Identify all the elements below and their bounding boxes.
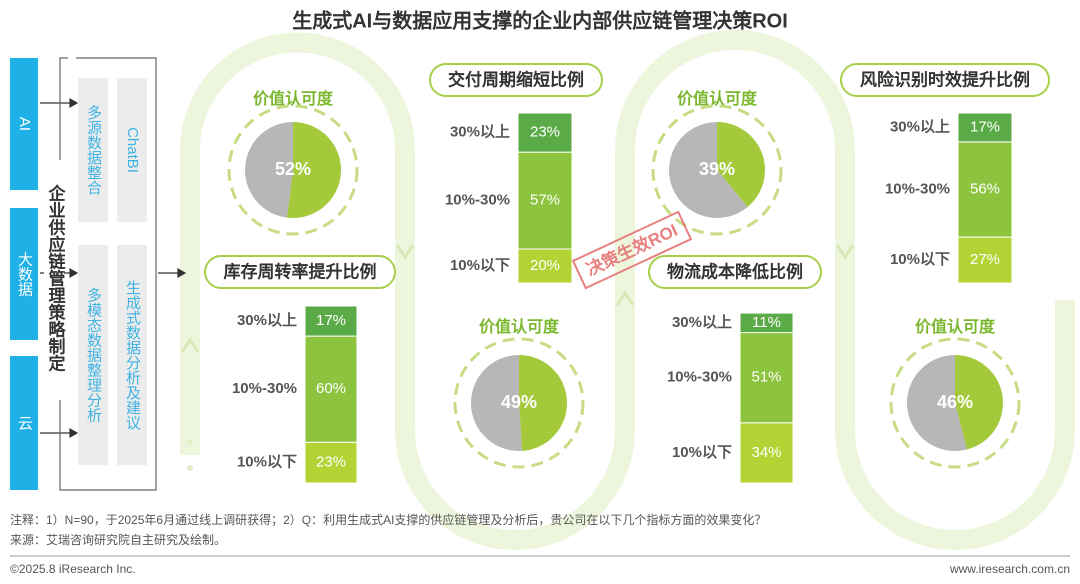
- pie-ring: [227, 104, 359, 236]
- bar-title: 交付周期缩短比例: [448, 69, 584, 89]
- dot: [187, 465, 193, 471]
- segment-label: 51%: [751, 369, 781, 386]
- category-label: 30%以上: [672, 314, 732, 331]
- segment-label: 57%: [530, 192, 560, 209]
- segment-label: 11%: [752, 314, 781, 331]
- bar-title: 库存周转率提升比例: [224, 261, 377, 281]
- pie-ring: [453, 337, 585, 469]
- step-label: 多模态数据整理分析: [85, 288, 102, 423]
- pie-slice: [955, 355, 1004, 450]
- flow-arrow: [180, 337, 200, 353]
- category-label: 30%以上: [450, 124, 510, 141]
- category-label: 10%-30%: [232, 380, 297, 397]
- category-label: 10%以下: [237, 454, 297, 471]
- pie-title: 价值认可度: [479, 317, 560, 336]
- source-box: [10, 208, 38, 340]
- note: 注释：1）N=90，于2025年6月通过线上调研获得；2）Q：利用生成式AI支撑…: [10, 512, 766, 527]
- bar-segment: [304, 335, 358, 443]
- category-label: 30%以上: [237, 312, 297, 329]
- title-pill: [648, 255, 822, 289]
- segment-label: 23%: [316, 454, 346, 471]
- segment-label: 20%: [530, 257, 560, 274]
- pie-ring: [651, 104, 783, 236]
- bar-segment: [739, 312, 794, 334]
- pie-title: 价值认可度: [915, 317, 996, 336]
- flow-path: [180, 30, 1075, 550]
- pie-slice: [519, 355, 567, 451]
- bar-segment: [739, 332, 794, 424]
- pie-slice: [286, 122, 341, 218]
- bar-segment: [957, 236, 1013, 284]
- bar-title: 风险识别时效提升比例: [860, 69, 1030, 89]
- tool-label: ChatBI: [124, 127, 141, 173]
- segment-label: 23%: [530, 124, 560, 141]
- strategy-label: 企业供应链管理策略制定: [46, 183, 67, 372]
- pie-title: 价值认可度: [677, 89, 758, 108]
- source-label: 大数据: [16, 252, 33, 298]
- step-box: [78, 245, 108, 465]
- category-label: 10%-30%: [885, 180, 950, 197]
- pie-label: 46%: [937, 392, 973, 412]
- title-pill: [204, 255, 396, 289]
- flow-arrow: [395, 244, 415, 260]
- bar-segment: [517, 112, 573, 153]
- pie-ring: [889, 337, 1021, 469]
- category-label: 10%以下: [672, 444, 732, 461]
- flow-arrow: [835, 244, 855, 260]
- segment-label: 60%: [316, 380, 346, 397]
- category-label: 10%-30%: [667, 369, 732, 386]
- pie-label: 49%: [501, 392, 537, 412]
- stamp-border: [571, 210, 693, 290]
- category-label: 10%以下: [450, 257, 510, 274]
- bar-title: 物流成本降低比例: [667, 261, 803, 281]
- pie-slice: [907, 355, 967, 451]
- category-label: 10%-30%: [445, 192, 510, 209]
- pie-title: 价值认可度: [253, 89, 334, 108]
- pie-label: 39%: [699, 159, 735, 179]
- tool-box: [117, 78, 147, 222]
- bar-segment: [304, 305, 358, 337]
- pie-slice: [717, 122, 766, 207]
- charts: 价值认可度 52% 交付周期缩短比例 20% 10%以下 57% 10%-30% 23% 30%…: [204, 63, 1050, 484]
- segment-label: 17%: [970, 118, 1000, 135]
- pie-slice: [470, 355, 523, 451]
- bar-segment: [739, 422, 794, 484]
- segment-label: 17%: [316, 312, 346, 329]
- flow-arrow: [615, 290, 635, 306]
- source-box: [10, 58, 38, 190]
- bar-segment: [517, 151, 573, 250]
- source-label: 云: [16, 416, 33, 431]
- dot: [187, 439, 193, 445]
- tool-box: [117, 245, 147, 465]
- step-box: [78, 78, 108, 222]
- pie-label: 52%: [275, 159, 311, 179]
- label-bg: [44, 160, 64, 400]
- bar-segment: [957, 141, 1013, 238]
- bar-segment: [957, 112, 1013, 143]
- source-box: [10, 356, 38, 490]
- title: 生成式AI与数据应用支撑的企业内部供应链管理决策ROI: [292, 8, 788, 32]
- title-pill: [840, 63, 1050, 97]
- category-label: 10%以下: [890, 251, 950, 268]
- pie-slice: [669, 122, 748, 219]
- source: 来源：艾瑞咨询研究院自主研究及绘制。: [10, 532, 226, 547]
- website: www.iresearch.com.cn: [949, 562, 1070, 576]
- category-label: 30%以上: [890, 118, 950, 135]
- pie-slice: [244, 121, 293, 218]
- tool-label: 生成式数据分析及建议: [124, 280, 141, 430]
- source-label: AI: [16, 117, 33, 131]
- step-label: 多源数据整合: [85, 105, 102, 195]
- segment-label: 34%: [751, 444, 781, 461]
- bracket: [59, 57, 157, 491]
- bar-segment: [517, 248, 573, 284]
- segment-label: 27%: [970, 251, 1000, 268]
- title-pill: [429, 63, 603, 97]
- segment-label: 56%: [970, 180, 1000, 197]
- copyright: ©2025.8 iResearch Inc.: [10, 562, 136, 576]
